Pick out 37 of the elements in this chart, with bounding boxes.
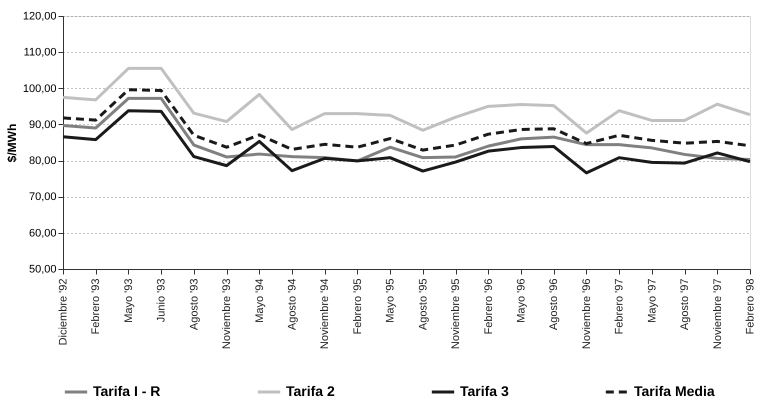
x-tick-label: Noviembre '94 [319,278,332,350]
x-tick-label: Diciembre '92 [58,278,70,346]
x-tick-label: Junio '93 [156,278,168,322]
x-tick-label: Agosto '96 [548,278,560,330]
y-tick-label: 60,00 [28,227,56,240]
line-series [62,66,752,135]
x-tick-label: Noviembre '97 [712,278,724,350]
legend-label: Tarifa I - R [93,383,160,399]
x-tick-label: Agosto '93 [188,278,200,330]
x-tick-label: Noviembre '93 [221,278,234,350]
y-tick-label: 70,00 [28,191,56,204]
y-tick-label: 80,00 [28,155,56,168]
x-tick-label: Mayo '93 [122,278,135,323]
x-tick-label: Mayo '95 [384,278,397,323]
y-tick-label: 100,00 [22,82,56,95]
x-tick-label: Febrero '95 [352,278,364,334]
x-tick-label: Mayo '94 [254,278,266,323]
x-tick-label: Agosto '95 [417,278,430,330]
x-tick-label: Febrero '96 [482,278,495,334]
x-tick-label: Febrero '97 [614,278,626,334]
x-tick-label: Noviembre '96 [580,278,593,350]
x-tick-label: Mayo '96 [516,278,528,323]
y-tick-label: 120,00 [22,10,56,22]
legend-label: Tarifa 3 [460,383,509,399]
y-tick-label: 110,00 [24,46,56,59]
y-axis-title: $/MWh [4,124,19,162]
legend-label: Tarifa Media [634,383,715,399]
y-tick-label: 90,00 [28,118,56,131]
x-tick-label: Febrero '98 [744,278,756,334]
y-tick-label: 50,00 [28,264,56,276]
line-series [62,109,752,174]
x-tick-label: Mayo '97 [646,278,658,323]
x-tick-label: Noviembre '95 [450,278,462,350]
x-tick-label: Agosto '94 [286,278,298,330]
x-tick-label: Febrero '93 [90,278,102,334]
x-tick-label: Agosto '97 [679,278,692,330]
legend-label: Tarifa 2 [286,383,335,399]
